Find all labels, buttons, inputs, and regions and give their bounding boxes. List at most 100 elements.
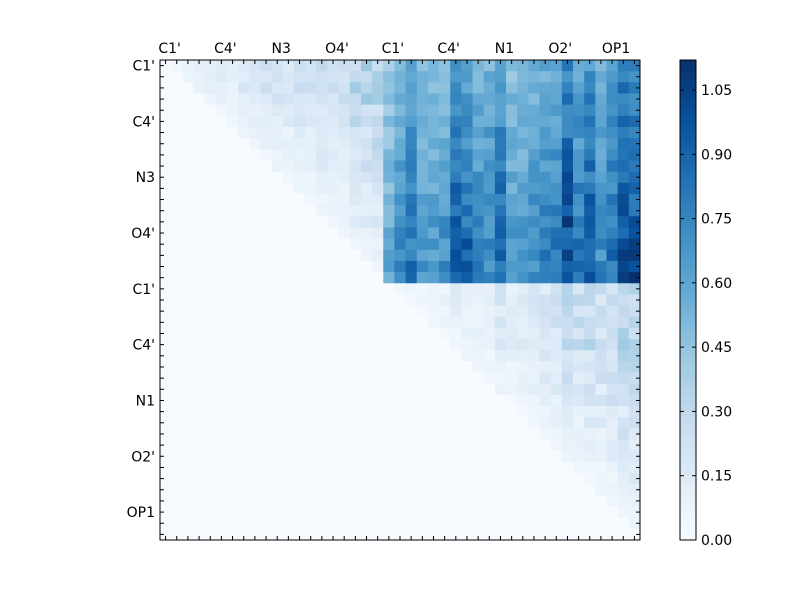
heatmap-cell: [506, 305, 518, 318]
heatmap-cell: [293, 93, 306, 106]
heatmap-cell: [293, 138, 306, 150]
heatmap-cell: [461, 439, 473, 452]
heatmap-cell: [550, 473, 563, 485]
heatmap-cell: [282, 71, 295, 83]
heatmap-cell: [573, 71, 585, 83]
heatmap-cell: [483, 115, 496, 128]
heatmap-cell: [171, 528, 183, 541]
heatmap-cell: [517, 71, 529, 83]
heatmap-cell: [338, 171, 351, 184]
heatmap-cell: [416, 517, 429, 530]
heatmap-cell: [226, 327, 239, 340]
heatmap-cell: [439, 406, 451, 418]
heatmap-cell: [383, 227, 395, 239]
heatmap-cell: [472, 71, 485, 83]
heatmap-cell: [249, 149, 261, 161]
heatmap-cell: [450, 193, 462, 206]
heatmap-cell: [215, 361, 228, 373]
heatmap-cell: [182, 149, 194, 161]
heatmap-cell: [450, 160, 462, 173]
heatmap-cell: [394, 305, 406, 318]
heatmap-cell: [606, 383, 619, 396]
heatmap-cell: [260, 461, 273, 474]
heatmap-cell: [494, 104, 507, 117]
heatmap-cell: [550, 171, 563, 184]
heatmap-cell: [360, 350, 373, 362]
heatmap-cell: [550, 506, 563, 519]
heatmap-cell: [204, 283, 217, 295]
heatmap-cell: [305, 82, 317, 94]
heatmap-cell: [249, 406, 261, 418]
heatmap-cell: [606, 138, 619, 150]
heatmap-cell: [573, 372, 585, 385]
heatmap-cell: [305, 428, 317, 440]
heatmap-cell: [305, 461, 317, 474]
heatmap-cell: [260, 115, 273, 128]
heatmap-cell: [282, 406, 295, 418]
heatmap-cell: [282, 126, 295, 139]
heatmap-cell: [293, 406, 306, 418]
heatmap-cell: [427, 171, 440, 184]
heatmap-cell: [338, 517, 351, 530]
heatmap-cell: [539, 495, 552, 507]
heatmap-cell: [305, 327, 317, 340]
heatmap-cell: [271, 372, 284, 385]
heatmap-cell: [372, 249, 384, 262]
heatmap-cell: [595, 394, 607, 407]
heatmap-cell: [617, 272, 630, 284]
heatmap-cell: [606, 238, 619, 251]
heatmap-cell: [316, 272, 328, 284]
heatmap-cell: [182, 417, 194, 429]
heatmap-cell: [271, 506, 284, 519]
heatmap-cell: [506, 272, 518, 284]
heatmap-cell: [461, 428, 473, 440]
heatmap-cell: [528, 260, 540, 273]
heatmap-cell: [606, 294, 619, 306]
heatmap-cell: [360, 138, 373, 150]
heatmap-cell: [260, 350, 273, 362]
heatmap-cell: [595, 104, 607, 117]
heatmap-cell: [349, 428, 362, 440]
heatmap-cell: [439, 339, 451, 351]
heatmap-cell: [182, 104, 194, 117]
heatmap-cell: [260, 305, 273, 318]
heatmap-cell: [271, 473, 284, 485]
heatmap-cell: [204, 327, 217, 340]
heatmap-cell: [305, 528, 317, 541]
heatmap-cell: [450, 115, 462, 128]
heatmap-cell: [260, 71, 273, 83]
colorbar-ticks: 0.000.150.300.450.600.750.901.05: [680, 83, 732, 549]
heatmap-cell: [316, 327, 328, 340]
heatmap-cell: [372, 495, 384, 507]
heatmap-cell: [617, 461, 630, 474]
heatmap-cell: [517, 60, 529, 72]
heatmap-cell: [606, 394, 619, 407]
heatmap-cell: [372, 115, 384, 128]
heatmap-cell: [182, 193, 194, 206]
heatmap-cell: [271, 160, 284, 173]
heatmap-cell: [494, 160, 507, 173]
heatmap-cell: [327, 361, 339, 373]
heatmap-cell: [461, 138, 473, 150]
heatmap-cell: [427, 205, 440, 217]
heatmap-cell: [226, 71, 239, 83]
heatmap-cell: [383, 461, 395, 474]
heatmap-cell: [483, 171, 496, 184]
heatmap-cell: [383, 361, 395, 373]
heatmap-cell: [372, 528, 384, 541]
heatmap-cell: [260, 495, 273, 507]
heatmap-cell: [171, 495, 183, 507]
heatmap-cell: [439, 316, 451, 329]
heatmap-cell: [483, 160, 496, 173]
heatmap-cell: [338, 461, 351, 474]
heatmap-cell: [416, 316, 429, 329]
heatmap-cell: [416, 93, 429, 106]
heatmap-cell: [372, 71, 384, 83]
heatmap-cell: [427, 71, 440, 83]
heatmap-cell: [628, 305, 641, 318]
heatmap-cell: [372, 60, 384, 72]
heatmap-cell: [316, 115, 328, 128]
heatmap-cell: [573, 149, 585, 161]
heatmap-cell: [316, 473, 328, 485]
heatmap-cell: [494, 93, 507, 106]
